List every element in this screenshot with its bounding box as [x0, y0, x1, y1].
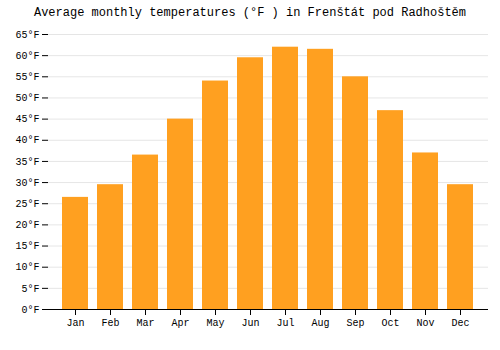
svg-text:Sep: Sep — [346, 318, 364, 329]
html-text:Average monthly temperatures (: Average monthly temperatures (°F ) in Fr… — [34, 6, 466, 20]
svg-text:55°F: 55°F — [15, 72, 39, 83]
svg-text:35°F: 35°F — [15, 157, 39, 168]
svg-text:0°F: 0°F — [21, 305, 39, 316]
svg-text:20°F: 20°F — [15, 220, 39, 231]
svg-text:Nov: Nov — [416, 318, 434, 329]
svg-text:Feb: Feb — [101, 318, 119, 329]
svg-text:Jun: Jun — [241, 318, 259, 329]
svg-text:Oct: Oct — [381, 318, 399, 329]
svg-text:Apr: Apr — [171, 318, 189, 329]
svg-text:Mar: Mar — [136, 318, 154, 329]
svg-text:Jan: Jan — [66, 318, 84, 329]
svg-text:15°F: 15°F — [15, 241, 39, 252]
svg-text:10°F: 10°F — [15, 262, 39, 273]
svg-text:Dec: Dec — [451, 318, 469, 329]
svg-text:Jul: Jul — [276, 318, 294, 329]
svg-text:50°F: 50°F — [15, 93, 39, 104]
svg-text:40°F: 40°F — [15, 135, 39, 146]
svg-text:30°F: 30°F — [15, 178, 39, 189]
svg-text:25°F: 25°F — [15, 199, 39, 210]
svg-text:65°F: 65°F — [15, 30, 39, 41]
svg-text:May: May — [206, 318, 224, 329]
svg-text:60°F: 60°F — [15, 51, 39, 62]
svg-text:45°F: 45°F — [15, 114, 39, 125]
svg-text:Aug: Aug — [311, 318, 329, 329]
svg-text:5°F: 5°F — [21, 284, 39, 295]
